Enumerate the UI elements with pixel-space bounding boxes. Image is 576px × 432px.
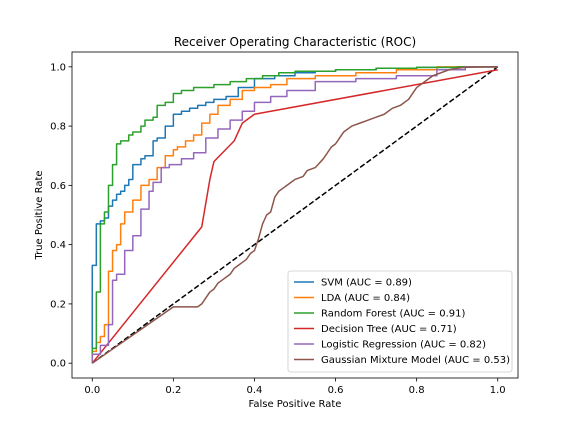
- legend-entry-label: Logistic Regression (AUC = 0.82): [321, 340, 486, 351]
- legend: SVM (AUC = 0.89) LDA (AUC = 0.84) Random F…: [288, 271, 512, 372]
- y-tick-label: 0.8: [50, 122, 66, 133]
- legend-entry-label: LDA (AUC = 0.84): [321, 293, 410, 304]
- x-tick-label: 0.0: [84, 385, 100, 396]
- x-tick-label: 0.2: [165, 385, 181, 396]
- legend-entry-label: SVM (AUC = 0.89): [321, 278, 412, 289]
- x-tick-label: 0.6: [328, 385, 344, 396]
- chart-title: Receiver Operating Characteristic (ROC): [174, 35, 416, 49]
- legend-entry-label: Random Forest (AUC = 0.91): [321, 309, 465, 320]
- y-tick-label: 0.4: [50, 240, 66, 251]
- legend-entry-label: Decision Tree (AUC = 0.71): [321, 324, 457, 335]
- x-tick-label: 0.8: [409, 385, 425, 396]
- y-tick-label: 0.0: [50, 359, 66, 370]
- x-tick-label: 1.0: [490, 385, 506, 396]
- x-tick-label: 0.4: [247, 385, 263, 396]
- y-tick-label: 0.2: [50, 299, 66, 310]
- x-axis-label: False Positive Rate: [249, 399, 342, 410]
- y-tick-label: 1.0: [50, 62, 66, 73]
- y-tick-label: 0.6: [50, 181, 66, 192]
- y-axis-label: True Positive Rate: [34, 170, 45, 260]
- legend-entry-label: Gaussian Mixture Model (AUC = 0.53): [321, 355, 510, 366]
